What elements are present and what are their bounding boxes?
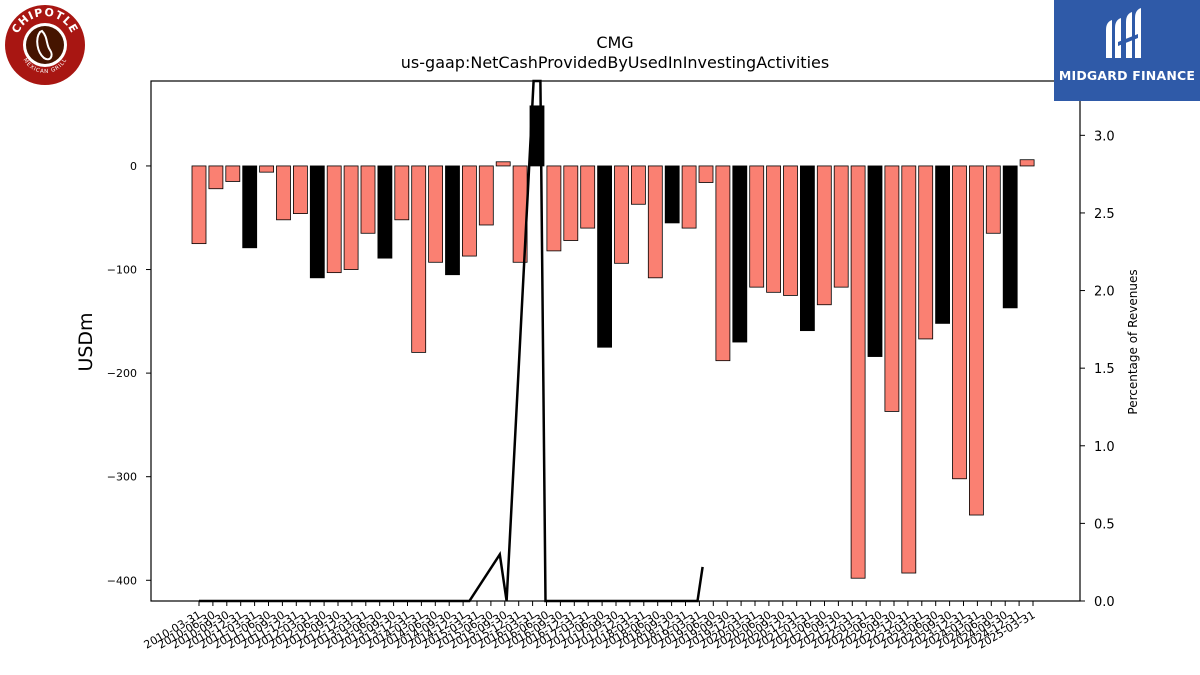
bar [242, 165, 258, 249]
bar [478, 165, 494, 226]
bar [800, 165, 815, 332]
bar [850, 165, 866, 579]
y2-axis-label: Percentage of Revenues [1126, 269, 1140, 414]
bar [681, 165, 697, 229]
y-axis-label: USDm [75, 312, 97, 371]
y-tick-label: −100 [107, 264, 137, 277]
plot-frame [150, 80, 1081, 602]
y-tick-label: −200 [107, 367, 137, 380]
bar [597, 165, 612, 348]
bar [732, 165, 748, 343]
revenue-percentage-line [199, 79, 704, 603]
brand-name: MIDGARD FINANCE [1058, 68, 1196, 83]
bar [833, 165, 849, 288]
bar [664, 165, 680, 224]
bar [1002, 165, 1018, 309]
bar [901, 165, 917, 574]
bar [985, 165, 1001, 234]
midgard-mark-icon [1106, 8, 1141, 58]
y2-axis: 0.0 0.5 1.0 1.5 2.0 2.5 3.0 [1080, 129, 1115, 610]
bar [495, 161, 511, 167]
y2-tick-label: 1.0 [1094, 440, 1115, 455]
bar [326, 165, 342, 274]
midgard-finance-logo: MIDGARD FINANCE [1054, 0, 1200, 101]
y2-tick-label: 0.5 [1094, 517, 1115, 532]
bar [411, 165, 427, 353]
bar [867, 165, 883, 357]
bar [428, 165, 444, 263]
bar [292, 165, 308, 214]
y-tick-label: −300 [107, 471, 137, 484]
bar [766, 165, 781, 293]
bar [461, 165, 477, 257]
bar [259, 165, 275, 173]
bar [208, 165, 224, 190]
bar [343, 165, 359, 270]
bar [276, 165, 291, 221]
bar [546, 165, 562, 252]
bar [580, 165, 596, 229]
bar [631, 165, 646, 205]
bar [445, 165, 460, 276]
y2-tick-label: 3.0 [1094, 129, 1115, 144]
bars-group [191, 105, 1035, 579]
bar [952, 165, 967, 480]
bar [715, 165, 731, 362]
y2-tick-label: 1.5 [1094, 362, 1115, 377]
bar [563, 165, 579, 241]
bar [783, 165, 798, 296]
bar [969, 165, 984, 516]
line-path [199, 79, 704, 603]
bar [377, 165, 393, 259]
bar [360, 165, 376, 234]
y2-tick-label: 0.0 [1094, 595, 1115, 610]
x-axis: 2010-03-312010-06-302010-09-302010-12-31… [142, 601, 1038, 652]
bar [698, 165, 714, 183]
bar [394, 165, 410, 221]
bar [225, 165, 241, 182]
bar [935, 165, 950, 324]
chipotle-logo: CHIPOTLE MEXICAN GRILL [4, 4, 86, 86]
bar [191, 165, 207, 245]
bar [816, 165, 832, 306]
bar [749, 165, 765, 288]
chart-title: CMG [596, 33, 633, 52]
y2-tick-label: 2.0 [1094, 285, 1115, 300]
bar [884, 165, 900, 412]
bar [309, 165, 325, 279]
bar [647, 165, 663, 279]
y-axis: 0 −100 −200 −300 −400 [107, 160, 151, 587]
bar [918, 165, 934, 340]
y2-tick-label: 2.5 [1094, 207, 1115, 222]
chart-subtitle: us-gaap:NetCashProvidedByUsedInInvesting… [401, 53, 829, 72]
bar [1019, 159, 1035, 167]
y-tick-label: −400 [107, 574, 137, 587]
y-tick-label: 0 [130, 160, 137, 173]
bar [614, 165, 629, 264]
